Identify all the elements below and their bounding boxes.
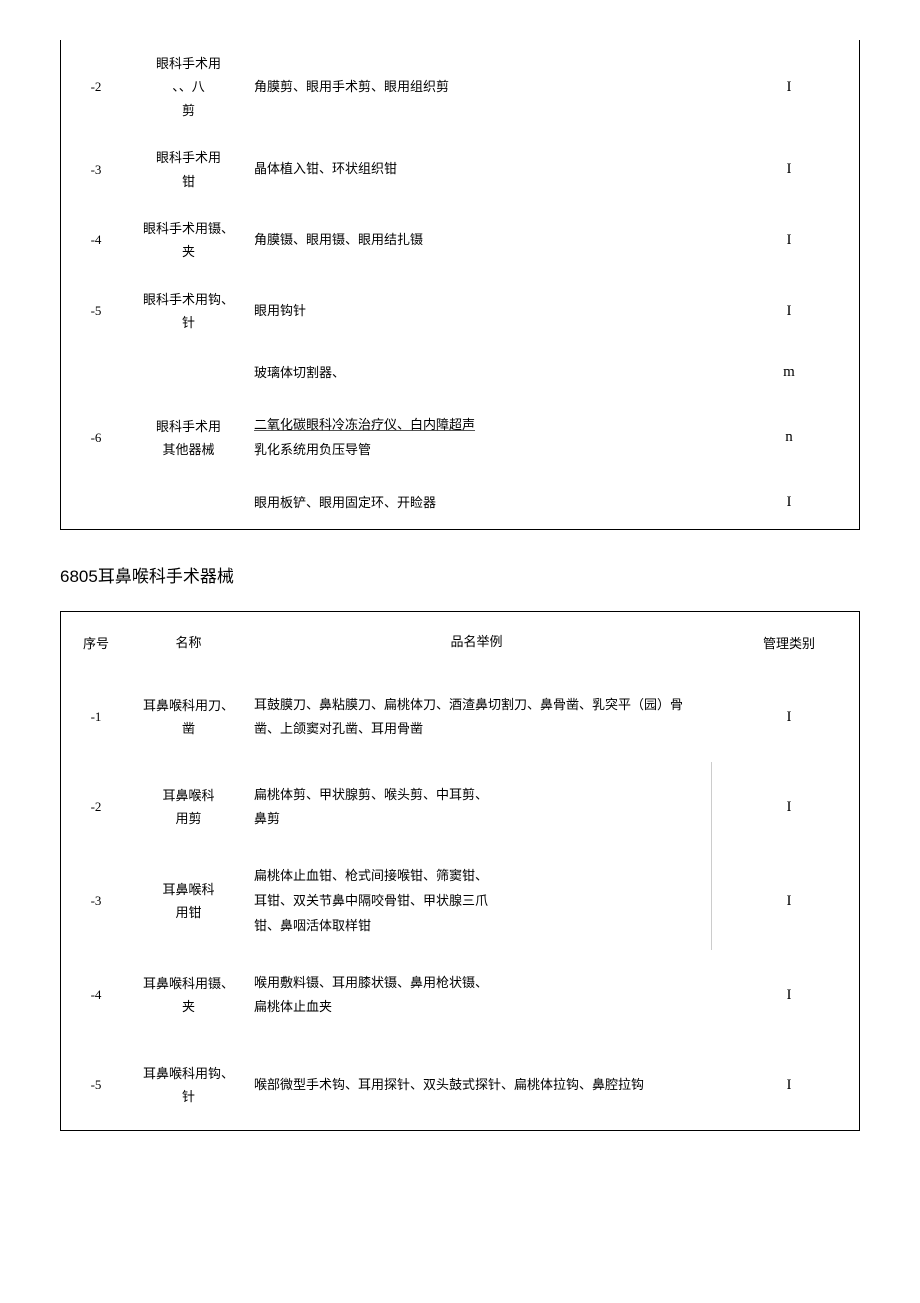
table-row: -2眼科手术用 、、八 剪角膜剪、眼用手术剪、眼用组织剪I <box>61 40 859 134</box>
table-sub-row: 二氧化碳眼科冷冻治疗仪、白内障超声乳化系统用负压导管n <box>246 399 859 476</box>
cell-category: I <box>719 205 859 276</box>
cell-example: 二氧化碳眼科冷冻治疗仪、白内障超声乳化系统用负压导管 <box>246 413 719 462</box>
cell-name: 眼科手术用镊、 夹 <box>131 205 246 276</box>
cell-seq: -3 <box>61 852 131 950</box>
section-title: 6805耳鼻喉科手术器械 <box>60 562 860 587</box>
cell-name: 耳鼻喉科用镊、 夹 <box>131 950 246 1040</box>
cell-category: I <box>719 672 859 762</box>
cell-seq: -4 <box>61 205 131 276</box>
cell-seq: -3 <box>61 134 131 205</box>
cell-seq: -5 <box>61 1040 131 1130</box>
cell-name: 耳鼻喉科 用钳 <box>131 852 246 950</box>
cell-seq: -2 <box>61 40 131 134</box>
cell-seq: -6 <box>61 347 131 530</box>
cell-category: I <box>719 494 859 511</box>
cell-seq: -1 <box>61 672 131 762</box>
cell-seq: -4 <box>61 950 131 1040</box>
table-row: -5眼科手术用钩、 针眼用钩针I <box>61 276 859 347</box>
cell-category: I <box>719 762 859 852</box>
table-row: -1耳鼻喉科用刀、 凿耳鼓膜刀、鼻粘膜刀、扁桃体刀、酒渣鼻切割刀、鼻骨凿、乳突平… <box>61 672 859 762</box>
cell-example: 扁桃体止血钳、枪式间接喉钳、筛窦钳、 耳钳、双关节鼻中隔咬骨钳、甲状腺三爪 钳、… <box>246 852 719 950</box>
cell-name: 耳鼻喉科用刀、 凿 <box>131 672 246 762</box>
cell-category: I <box>719 950 859 1040</box>
cell-example: 玻璃体切割器、 <box>246 361 719 386</box>
cell-example: 晶体植入钳、环状组织钳 <box>246 134 719 205</box>
table-row: -2耳鼻喉科 用剪扁桃体剪、甲状腺剪、喉头剪、中耳剪、 鼻剪I <box>61 762 859 852</box>
cell-category: m <box>719 364 859 381</box>
cell-name: 眼科手术用 、、八 剪 <box>131 40 246 134</box>
cell-example: 耳鼓膜刀、鼻粘膜刀、扁桃体刀、酒渣鼻切割刀、鼻骨凿、乳突平（园）骨凿、上颌窦对孔… <box>246 672 719 762</box>
table-header-row: 序号 名称 品名举例 管理类别 <box>61 612 859 672</box>
header-category: 管理类别 <box>719 612 859 672</box>
table-ophthalmology: -2眼科手术用 、、八 剪角膜剪、眼用手术剪、眼用组织剪I-3眼科手术用 钳晶体… <box>60 40 860 530</box>
table-ent: 序号 名称 品名举例 管理类别 -1耳鼻喉科用刀、 凿耳鼓膜刀、鼻粘膜刀、扁桃体… <box>60 611 860 1131</box>
cell-name: 耳鼻喉科 用剪 <box>131 762 246 852</box>
table-row: -6 眼科手术用 其他器械 玻璃体切割器、m二氧化碳眼科冷冻治疗仪、白内障超声乳… <box>61 347 859 530</box>
cell-name: 眼科手术用 其他器械 <box>131 347 246 530</box>
cell-example: 角膜剪、眼用手术剪、眼用组织剪 <box>246 40 719 134</box>
table-sub-row: 眼用板铲、眼用固定环、开睑器I <box>246 477 859 530</box>
cell-seq: -5 <box>61 276 131 347</box>
cell-category: I <box>719 40 859 134</box>
cell-category: I <box>719 134 859 205</box>
cell-name: 耳鼻喉科用钩、 针 <box>131 1040 246 1130</box>
header-name: 名称 <box>131 612 246 672</box>
table-row: -5耳鼻喉科用钩、 针喉部微型手术钩、耳用探针、双头鼓式探针、扁桃体拉钩、鼻腔拉… <box>61 1040 859 1130</box>
cell-example: 眼用钩针 <box>246 276 719 347</box>
cell-seq: -2 <box>61 762 131 852</box>
table-row: -3眼科手术用 钳晶体植入钳、环状组织钳I <box>61 134 859 205</box>
cell-category: I <box>719 276 859 347</box>
cell-example: 喉部微型手术钩、耳用探针、双头鼓式探针、扁桃体拉钩、鼻腔拉钩 <box>246 1040 719 1130</box>
header-seq: 序号 <box>61 612 131 672</box>
table-row: -3耳鼻喉科 用钳扁桃体止血钳、枪式间接喉钳、筛窦钳、 耳钳、双关节鼻中隔咬骨钳… <box>61 852 859 950</box>
cell-example: 角膜镊、眼用镊、眼用结扎镊 <box>246 205 719 276</box>
table-row: -4眼科手术用镊、 夹角膜镊、眼用镊、眼用结扎镊I <box>61 205 859 276</box>
table-sub-row: 玻璃体切割器、m <box>246 347 859 400</box>
cell-name: 眼科手术用 钳 <box>131 134 246 205</box>
cell-name: 眼科手术用钩、 针 <box>131 276 246 347</box>
table-row: -4耳鼻喉科用镊、 夹喉用敷料镊、耳用膝状镊、鼻用枪状镊、 扁桃体止血夹I <box>61 950 859 1040</box>
cell-category: n <box>719 429 859 446</box>
cell-example: 扁桃体剪、甲状腺剪、喉头剪、中耳剪、 鼻剪 <box>246 762 719 852</box>
cell-example: 眼用板铲、眼用固定环、开睑器 <box>246 491 719 516</box>
header-example: 品名举例 <box>246 612 719 672</box>
cell-category: I <box>719 852 859 950</box>
cell-example: 喉用敷料镊、耳用膝状镊、鼻用枪状镊、 扁桃体止血夹 <box>246 950 719 1040</box>
cell-category: I <box>719 1040 859 1130</box>
